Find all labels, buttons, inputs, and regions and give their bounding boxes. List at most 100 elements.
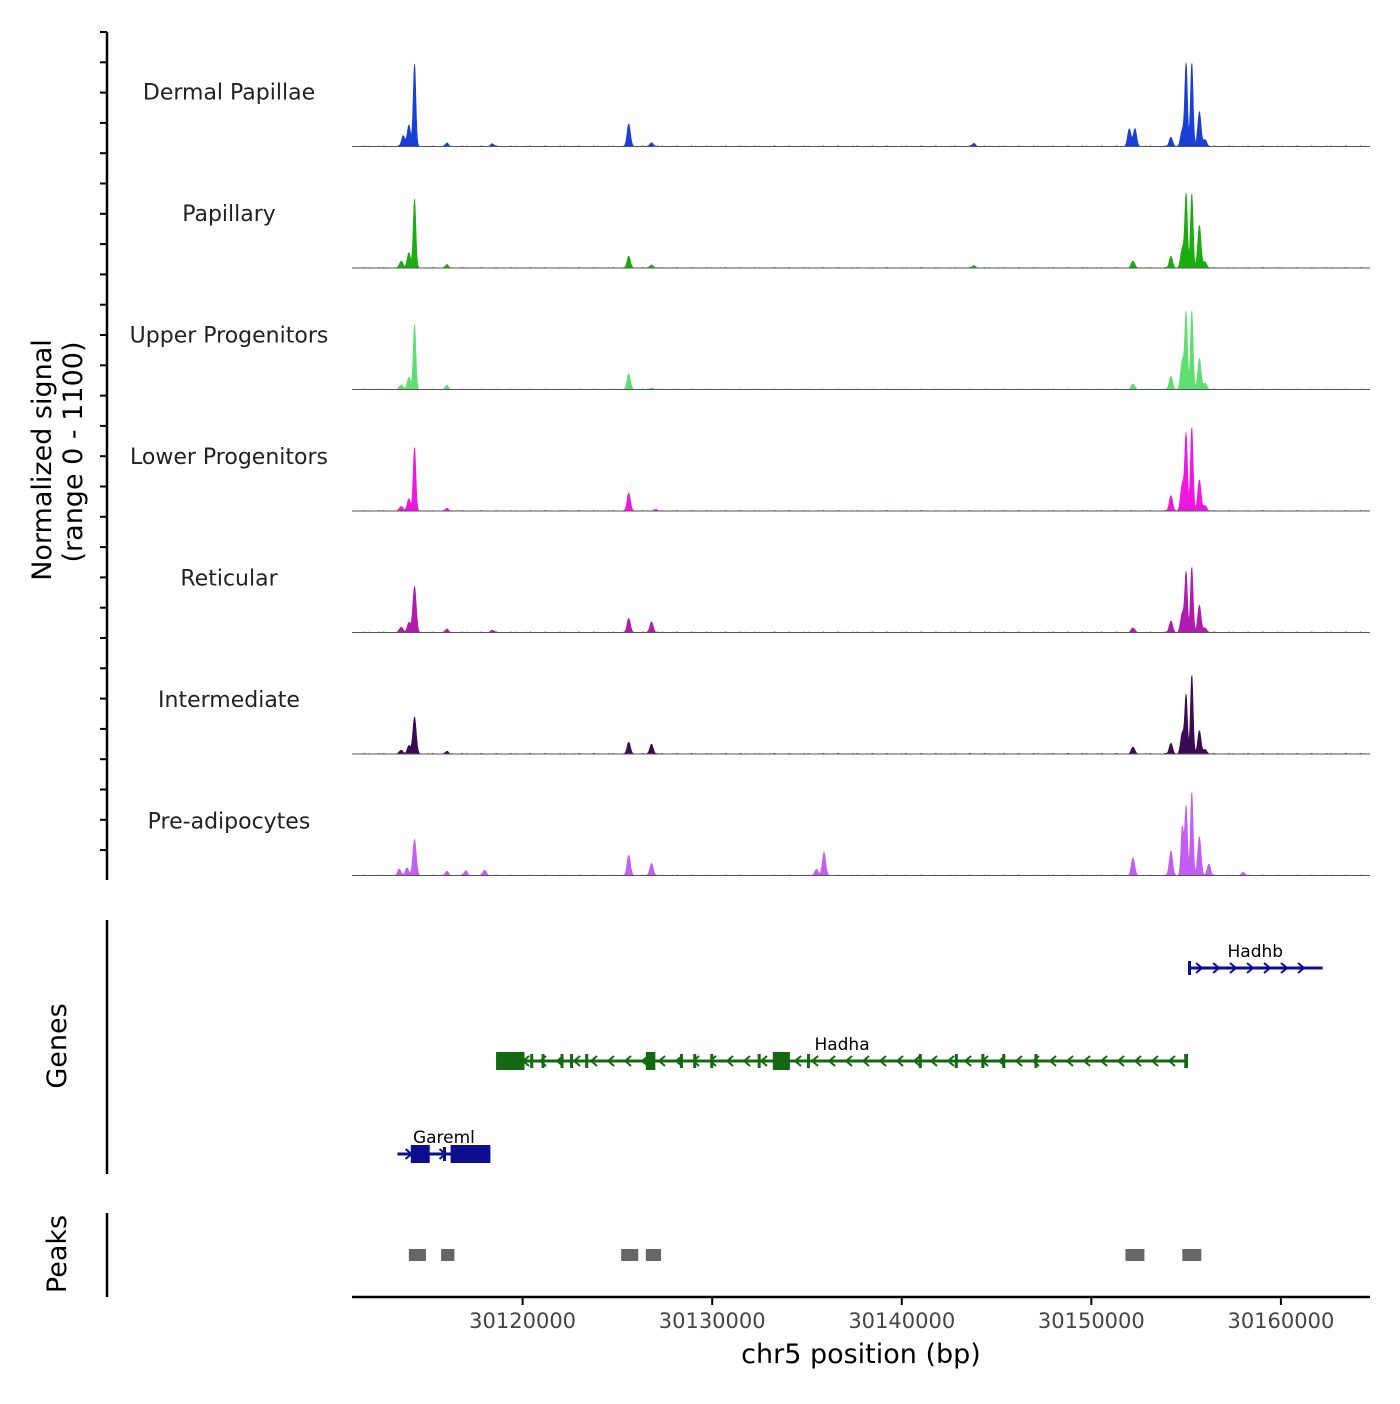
track-intermediate: Intermediate [158, 675, 1371, 755]
track-label: Pre-adipocytes [148, 810, 311, 835]
peaks-track [408, 1249, 1202, 1261]
gene-exon [496, 1052, 525, 1070]
gene-exon [693, 1054, 697, 1068]
peak-region [408, 1249, 426, 1261]
strand-chevron [1150, 1055, 1159, 1067]
gene-gareml: Gareml [397, 1128, 491, 1163]
strand-chevron [708, 1055, 717, 1067]
x-tick-label: 30120000 [469, 1309, 576, 1333]
track-dermal-papillae: Dermal Papillae [143, 62, 1371, 147]
strand-chevron [1229, 962, 1238, 974]
x-tick-label: 30160000 [1227, 1309, 1334, 1333]
x-tick-label: 30130000 [659, 1309, 766, 1333]
genes-panel-title: Genes [42, 1003, 73, 1088]
y-axis-title-line2: (range 0 - 1100) [58, 342, 89, 563]
peak-region [645, 1249, 662, 1261]
gene-hadha: Hadha [496, 1035, 1189, 1070]
genes-track: Hadhb Hadha Gareml [397, 942, 1323, 1163]
strand-chevron [1014, 1055, 1023, 1067]
peaks-panel-title: Peaks [42, 1215, 73, 1293]
signal-area [351, 427, 1371, 512]
gene-exon [772, 1052, 790, 1070]
strand-chevron [1297, 962, 1306, 974]
strand-chevron [1082, 1055, 1091, 1067]
gene-hadhb: Hadhb [1188, 942, 1323, 975]
strand-chevron [1065, 1055, 1074, 1067]
strand-chevron [589, 1055, 598, 1067]
gene-exon [410, 1145, 430, 1163]
strand-chevron [827, 1055, 836, 1067]
x-tick-label: 30140000 [848, 1309, 955, 1333]
track-label: Lower Progenitors [130, 445, 328, 470]
peak-region [621, 1249, 639, 1261]
strand-chevron [1116, 1055, 1125, 1067]
strand-chevron [1263, 962, 1272, 974]
strand-chevron [793, 1055, 802, 1067]
gene-exon [918, 1054, 922, 1068]
strand-chevron [844, 1055, 853, 1067]
strand-chevron [946, 1055, 955, 1067]
track-lower-progenitors: Lower Progenitors [130, 427, 1371, 512]
signal-area [351, 310, 1371, 390]
gene-exon [570, 1054, 574, 1068]
strand-chevron [759, 1055, 768, 1067]
gene-exon [530, 1054, 534, 1068]
gene-exon [710, 1054, 714, 1068]
gene-exon [1002, 1054, 1006, 1068]
gene-label: Hadhb [1228, 942, 1284, 962]
peak-region [1182, 1249, 1202, 1261]
gene-exon [645, 1052, 656, 1070]
signal-tracks: Dermal Papillae Papillary Upper Progenitor… [130, 62, 1371, 876]
signal-area [351, 192, 1371, 269]
gene-exon [981, 1054, 985, 1068]
strand-chevron [606, 1055, 615, 1067]
strand-chevron [929, 1055, 938, 1067]
strand-chevron [1133, 1055, 1142, 1067]
track-papillary: Papillary [182, 192, 1371, 269]
strand-chevron [691, 1055, 700, 1067]
strand-chevron [1048, 1055, 1057, 1067]
gene-exon [679, 1054, 683, 1068]
strand-chevron [572, 1055, 581, 1067]
strand-chevron [1099, 1055, 1108, 1067]
strand-chevron [912, 1055, 921, 1067]
signal-area [351, 675, 1371, 755]
peak-region [1125, 1249, 1145, 1261]
signal-y-ticks [100, 31, 107, 852]
signal-area [351, 792, 1371, 876]
strand-chevron [742, 1055, 751, 1067]
x-axis-ticks: 30120000 30130000 30140000 30150000 30160000 [469, 1297, 1334, 1333]
strand-chevron [725, 1055, 734, 1067]
peak-region [441, 1249, 455, 1261]
strand-chevron [861, 1055, 870, 1067]
gene-exon [757, 1054, 761, 1068]
gene-exon [806, 1054, 810, 1068]
gene-exon [442, 1147, 446, 1161]
gene-exon [560, 1054, 564, 1068]
strand-chevron [810, 1055, 819, 1067]
gene-exon [1184, 1054, 1189, 1068]
strand-chevron [1280, 962, 1289, 974]
track-label: Upper Progenitors [130, 324, 329, 349]
strand-chevron [1246, 962, 1255, 974]
signal-area [351, 566, 1371, 633]
x-tick-label: 30150000 [1038, 1309, 1145, 1333]
y-axis-title-line1: Normalized signal [27, 339, 58, 581]
strand-chevron [1167, 1055, 1176, 1067]
gene-label: Hadha [814, 1035, 869, 1055]
track-label: Reticular [180, 567, 278, 592]
gene-exon [585, 1054, 589, 1068]
gene-label: Gareml [413, 1128, 475, 1148]
strand-chevron [895, 1055, 904, 1067]
signal-area [351, 62, 1371, 147]
gene-exon [1188, 961, 1192, 975]
track-upper-progenitors: Upper Progenitors [130, 310, 1371, 390]
strand-chevron [1195, 962, 1204, 974]
strand-chevron [1212, 962, 1221, 974]
track-label: Papillary [182, 202, 276, 227]
gene-exon [1034, 1054, 1038, 1068]
gene-exon [450, 1145, 491, 1163]
gene-exon [954, 1054, 958, 1068]
